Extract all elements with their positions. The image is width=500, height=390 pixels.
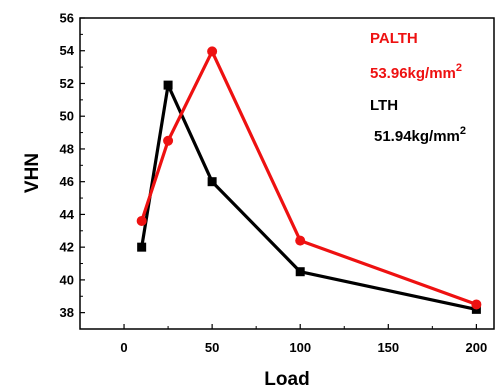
y-tick-label: 46 <box>60 174 74 189</box>
x-tick-label: 100 <box>289 340 311 355</box>
y-tick-label: 44 <box>60 207 75 222</box>
x-tick-label: 0 <box>120 340 127 355</box>
y-tick-label: 40 <box>60 272 74 287</box>
series-0-point <box>163 80 173 90</box>
y-tick-label: 54 <box>60 43 75 58</box>
series-1-point <box>471 299 482 310</box>
x-tick-label: 150 <box>377 340 399 355</box>
series-0-line <box>140 83 477 311</box>
plot-frame <box>79 17 495 330</box>
tick-layer: 38 40 42 44 46 48 50 52 54 56 0 50 100 150 200 <box>60 11 488 356</box>
y-tick-label: 48 <box>60 141 74 156</box>
series-layer <box>136 46 482 314</box>
y-tick-label: 42 <box>60 240 74 255</box>
series-1-point <box>207 46 218 57</box>
series-1-point <box>136 215 147 226</box>
series-1-point <box>163 135 174 146</box>
series-0-point <box>207 177 217 187</box>
series-1-line <box>140 49 477 306</box>
x-tick-label: 50 <box>205 340 219 355</box>
annotation-lth-label: LTH <box>370 97 398 114</box>
annotation-palth-value-sup: 2 <box>456 62 462 74</box>
annotation-palth-label: PALTH <box>370 30 418 47</box>
annotation-lth-value-sup: 2 <box>460 125 466 137</box>
y-axis-title: VHN <box>22 153 43 193</box>
series-0-point <box>137 242 147 252</box>
y-tick-label: 56 <box>60 11 74 26</box>
x-tick-label: 200 <box>466 340 488 355</box>
annotation-lth-value: 51.94kg/mm2 <box>374 125 466 145</box>
series-0-point <box>295 267 305 277</box>
annotation-lth-value-text: 51.94kg/mm <box>374 128 460 145</box>
y-tick-label: 50 <box>60 109 74 124</box>
x-axis-title: Load <box>264 369 309 390</box>
annotation-palth-value: 53.96kg/mm2 <box>370 62 462 82</box>
series-1-point <box>295 235 306 246</box>
annotation-palth-value-text: 53.96kg/mm <box>370 65 456 82</box>
y-tick-label: 38 <box>60 305 74 320</box>
y-tick-label: 52 <box>60 76 74 91</box>
